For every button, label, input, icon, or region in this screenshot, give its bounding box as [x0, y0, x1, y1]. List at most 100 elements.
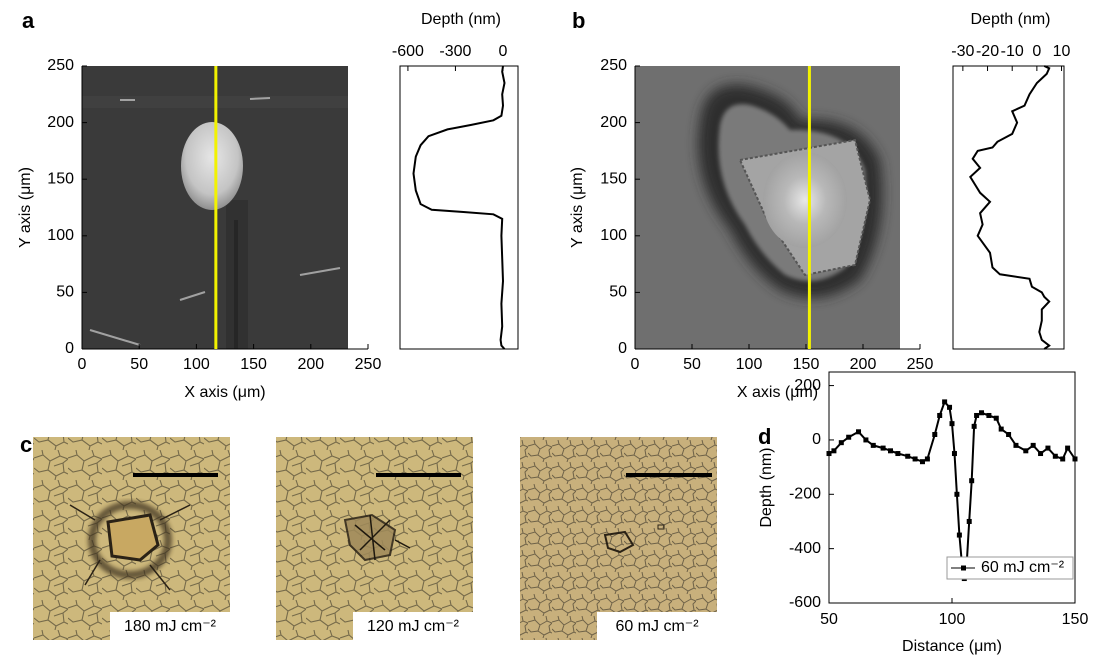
point [1045, 445, 1051, 451]
panel-label: c [20, 432, 32, 457]
x-tick-label: 100 [183, 356, 210, 373]
point [880, 445, 886, 451]
x-tick-label: 0 [1032, 43, 1041, 60]
point [1052, 453, 1058, 459]
x-tick-label: 250 [907, 356, 934, 373]
panel-label: a [22, 8, 35, 33]
micrograph-60 [520, 437, 717, 640]
point [1013, 442, 1019, 448]
x-axis-label: Depth (nm) [970, 11, 1050, 28]
point [956, 532, 962, 538]
fluence-label-box [110, 612, 230, 640]
point [993, 415, 999, 421]
point [974, 412, 980, 418]
point [966, 518, 972, 524]
y-axis-label: Y axis (μm) [17, 167, 34, 248]
legend-box [946, 556, 1074, 580]
point [846, 434, 852, 440]
point [831, 448, 837, 454]
y-tick-label: 0 [812, 431, 821, 448]
point [924, 456, 930, 462]
x-tick-label: 10 [1053, 43, 1071, 60]
point [1023, 448, 1029, 454]
profile-frame [952, 65, 1065, 350]
point [826, 451, 832, 457]
point [895, 451, 901, 457]
point [971, 423, 977, 429]
fluence-label: 60 mJ cm⁻² [615, 618, 699, 635]
micrograph-180 [33, 437, 230, 640]
point [1030, 442, 1036, 448]
x-tick-label: 0 [78, 356, 87, 373]
profile-frame [399, 65, 519, 350]
x-tick-label: 250 [355, 356, 382, 373]
fluence-label-box [597, 612, 717, 640]
y-tick-label: -200 [789, 486, 821, 503]
x-tick-label: 150 [793, 356, 820, 373]
x-tick-label: 100 [939, 611, 966, 628]
panel-label: d [758, 424, 771, 449]
x-tick-label: 200 [297, 356, 324, 373]
point [949, 421, 955, 427]
point [998, 426, 1004, 432]
y-tick-label: 0 [65, 340, 74, 357]
y-axis-label: Depth (nm) [758, 447, 775, 527]
x-tick-label: 150 [1062, 611, 1089, 628]
x-axis-label: Depth (nm) [421, 11, 501, 28]
point [888, 448, 893, 454]
x-axis-label: Distance (μm) [902, 638, 1002, 655]
y-tick-label: 0 [618, 340, 627, 357]
point [969, 478, 975, 484]
point [870, 442, 876, 448]
point [856, 429, 862, 435]
point [1006, 432, 1012, 438]
depth-profile [412, 65, 506, 350]
point [838, 440, 844, 446]
y-tick-label: 150 [47, 170, 74, 187]
point [986, 412, 992, 418]
point [1038, 451, 1044, 457]
afm-image-b [635, 66, 900, 349]
point [1060, 456, 1066, 462]
x-tick-label: 0 [631, 356, 640, 373]
legend-label: 60 mJ cm⁻² [981, 559, 1065, 576]
point [932, 432, 938, 438]
point [947, 404, 953, 410]
x-axis-label: X axis (μm) [737, 384, 818, 401]
legend-marker [961, 565, 966, 571]
point [951, 451, 957, 457]
x-tick-label: -20 [976, 43, 999, 60]
y-tick-label: 100 [600, 227, 627, 244]
x-tick-label: 0 [498, 43, 507, 60]
x-tick-label: 50 [683, 356, 701, 373]
point [912, 456, 918, 462]
x-tick-label: -600 [392, 43, 424, 60]
y-tick-label: 200 [794, 377, 821, 394]
micrograph-120 [276, 437, 473, 640]
x-tick-label: 200 [850, 356, 877, 373]
x-tick-label: 150 [240, 356, 267, 373]
series-line [828, 399, 1076, 579]
point [919, 459, 925, 465]
y-tick-label: 150 [600, 170, 627, 187]
y-tick-label: 200 [600, 114, 627, 131]
point [954, 491, 960, 497]
y-tick-label: 250 [600, 57, 627, 74]
point [905, 453, 911, 459]
fluence-label-box [353, 612, 473, 640]
y-tick-label: -400 [789, 540, 821, 557]
x-tick-label: 50 [820, 611, 838, 628]
y-tick-label: -600 [789, 594, 821, 611]
y-tick-label: 50 [609, 284, 627, 301]
y-axis-label: Y axis (μm) [569, 167, 586, 248]
fluence-label: 120 mJ cm⁻² [367, 618, 460, 635]
x-tick-label: -300 [439, 43, 471, 60]
point [942, 399, 948, 405]
x-axis-label: X axis (μm) [184, 384, 265, 401]
point [979, 410, 985, 416]
point [1072, 456, 1078, 462]
point [937, 412, 943, 418]
depth-profile [969, 65, 1051, 350]
y-tick-label: 250 [47, 57, 74, 74]
